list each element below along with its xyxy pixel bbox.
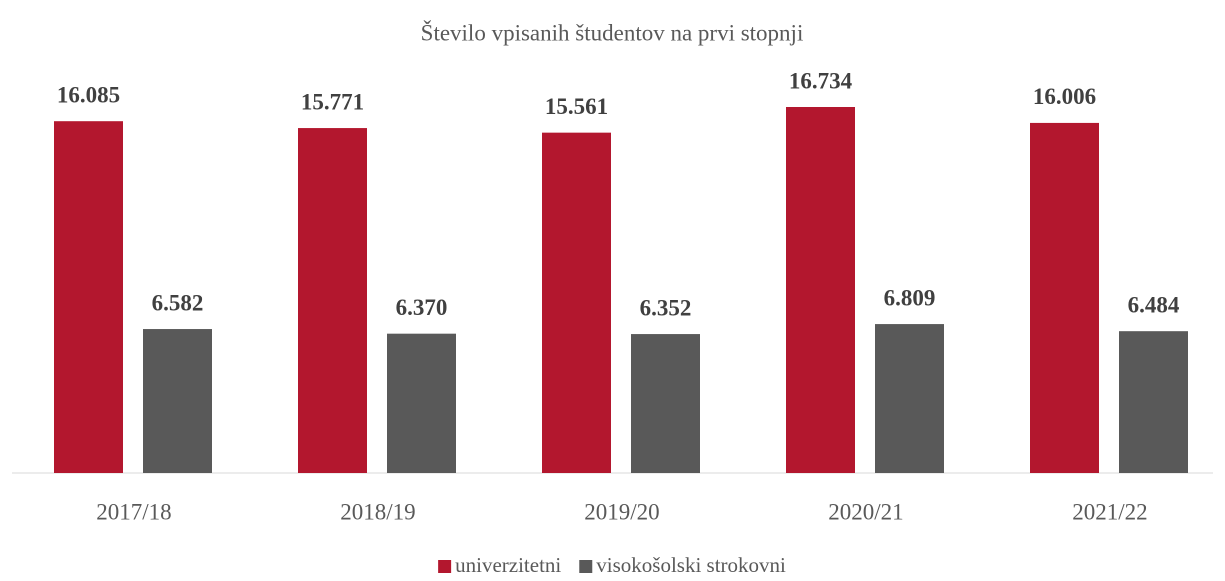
bar: [631, 334, 700, 473]
data-label: 16.085: [57, 82, 120, 107]
legend-label: visokošolski strokovni: [596, 553, 786, 576]
bar: [1030, 122, 1099, 474]
data-label: 6.370: [396, 295, 448, 320]
x-tick-label: 2017/18: [96, 499, 171, 524]
bar: [542, 132, 611, 473]
data-label: 15.771: [301, 89, 364, 114]
bar: [786, 107, 855, 473]
x-tick-label: 2018/19: [340, 499, 415, 524]
data-label: 6.582: [152, 290, 204, 315]
bar: [387, 333, 456, 473]
bar: [143, 329, 212, 473]
data-label: 15.561: [545, 94, 608, 119]
data-label: 6.484: [1128, 292, 1180, 317]
bar: [54, 121, 123, 473]
data-label: 16.006: [1033, 84, 1096, 109]
legend-swatch: [579, 560, 593, 573]
bar: [298, 128, 367, 474]
legend-swatch: [438, 560, 452, 573]
data-label: 16.734: [789, 68, 853, 93]
bar: [875, 324, 944, 473]
x-tick-label: 2019/20: [584, 499, 659, 524]
x-tick-label: 2021/22: [1072, 499, 1147, 524]
data-label: 6.352: [640, 295, 692, 320]
chart-title: Število vpisanih študentov na prvi stopn…: [421, 19, 804, 45]
x-tick-label: 2020/21: [828, 499, 903, 524]
data-label: 6.809: [884, 285, 936, 310]
legend-label: univerzitetni: [455, 553, 561, 576]
bar: [1119, 331, 1188, 473]
